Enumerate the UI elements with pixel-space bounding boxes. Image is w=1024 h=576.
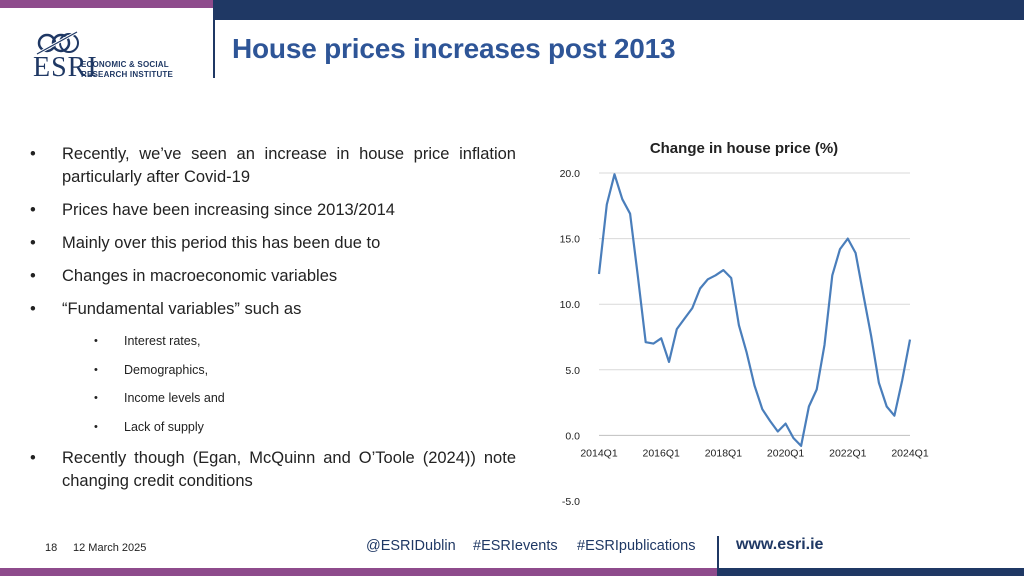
bullet-marker: • (94, 392, 98, 404)
bottom-accent-bar (0, 568, 717, 576)
bullet-marker: • (30, 234, 36, 252)
hashtag-publications-link[interactable]: #ESRIpublications (577, 538, 696, 554)
bullet-list: • Recently, we’ve seen an increase in ho… (30, 143, 516, 503)
slide-number: 18 (45, 542, 58, 554)
logo-subtitle: ECONOMIC & SOCIAL RESEARCH INSTITUTE (81, 60, 173, 80)
sub-bullet-text: Demographics, (124, 362, 209, 377)
x-tick-label: 2020Q1 (767, 447, 805, 459)
esri-logo-mark-icon (36, 30, 79, 56)
bullet-item: • Mainly over this period this has been … (30, 232, 516, 255)
bullet-marker: • (30, 449, 36, 467)
sub-bullet-item: • Interest rates, (30, 333, 516, 350)
chart-svg: Change in house price (%) 20.0 15.0 10.0 5.… (560, 140, 929, 508)
bullet-item: • Recently though (Egan, McQuinn and O’T… (30, 447, 516, 493)
bullet-marker: • (30, 201, 36, 219)
twitter-handle-link[interactable]: @ESRIDublin (366, 538, 456, 554)
x-tick-label: 2016Q1 (643, 447, 681, 459)
esri-logo: ESRI ECONOMIC & SOCIAL RESEARCH INSTITUT… (33, 30, 203, 83)
bottom-navy-bar (717, 568, 1024, 576)
y-tick-label: 20.0 (560, 168, 581, 180)
hashtag-events-link[interactable]: #ESRIevents (473, 538, 558, 554)
bullet-text: Recently though (Egan, McQuinn and O’Too… (62, 449, 516, 490)
bullet-marker: • (94, 420, 98, 433)
slide-date: 12 March 2025 (73, 542, 147, 554)
y-tick-label: 5.0 (565, 365, 580, 377)
y-tick-label: 15.0 (560, 234, 581, 246)
x-tick-label: 2014Q1 (580, 447, 618, 459)
x-tick-label: 2018Q1 (705, 447, 743, 459)
chart-x-ticks: 2014Q1 2016Q1 2018Q1 2020Q1 2022Q1 2024Q1 (580, 447, 929, 459)
bullet-text: Recently, we’ve seen an increase in hous… (62, 145, 516, 186)
sub-bullet-item: • Income levels and (30, 390, 516, 407)
bullet-item: • Changes in macroeconomic variables (30, 265, 516, 288)
y-tick-label: 0.0 (565, 430, 580, 442)
bullet-text: Prices have been increasing since 2013/2… (62, 201, 395, 219)
title-divider (213, 20, 215, 78)
top-header-bar (213, 0, 1024, 20)
logo-brand: ESRI (33, 52, 98, 83)
bullet-item: • “Fundamental variables” such as (30, 298, 516, 321)
bullet-text: “Fundamental variables” such as (62, 300, 302, 318)
website-link[interactable]: www.esri.ie (736, 536, 824, 553)
footer-divider (717, 536, 719, 568)
page-title: House prices increases post 2013 (232, 33, 676, 64)
chart-gridlines (599, 172, 910, 436)
chart-title: Change in house price (%) (650, 140, 838, 157)
bullet-marker: • (30, 300, 36, 318)
sub-bullet-item: • Demographics, (30, 362, 516, 379)
bullet-text: Mainly over this period this has been du… (62, 234, 381, 252)
y-tick-label: 10.0 (560, 299, 581, 311)
top-accent-bar (0, 0, 213, 8)
bullet-marker: • (30, 267, 36, 285)
bullet-text: Changes in macroeconomic variables (62, 267, 338, 285)
house-price-chart: Change in house price (%) 20.0 15.0 10.0 5.… (540, 132, 960, 517)
bullet-item: • Recently, we’ve seen an increase in ho… (30, 143, 516, 189)
sub-bullet-text: Lack of supply (124, 419, 204, 434)
y-tick-label: -5.0 (562, 496, 580, 508)
chart-y-ticks: 20.0 15.0 10.0 5.0 0.0 -5.0 (560, 168, 581, 508)
sub-bullet-text: Interest rates, (124, 334, 201, 348)
bullet-marker: • (94, 363, 98, 376)
bullet-marker: • (94, 335, 98, 347)
x-tick-label: 2022Q1 (829, 447, 867, 459)
logo-line-2: RESEARCH INSTITUTE (81, 70, 174, 79)
x-tick-label: 2024Q1 (891, 447, 929, 459)
bullet-item: • Prices have been increasing since 2013… (30, 199, 516, 222)
sub-bullet-item: • Lack of supply (30, 419, 516, 436)
bullet-marker: • (30, 145, 36, 163)
logo-line-1: ECONOMIC & SOCIAL (81, 60, 169, 69)
series-line (597, 173, 912, 447)
sub-bullet-text: Income levels and (124, 391, 225, 405)
